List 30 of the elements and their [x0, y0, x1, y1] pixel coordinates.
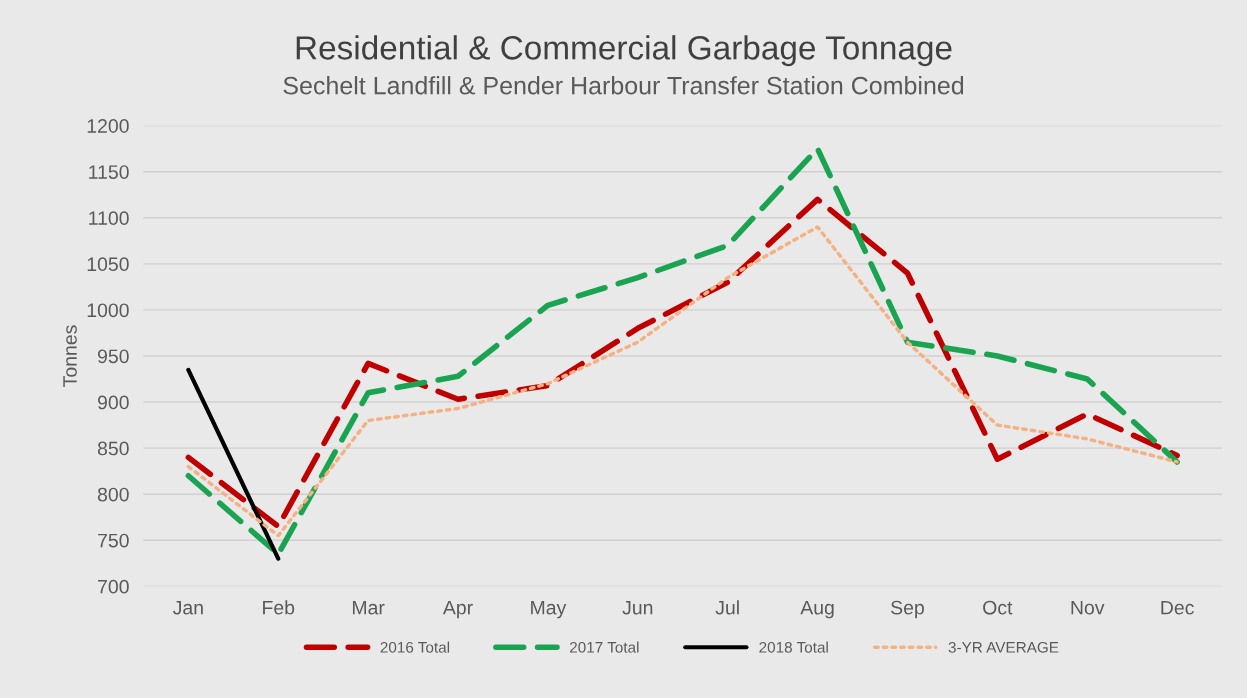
- x-tick-label: Jul: [715, 600, 739, 615]
- y-tick-label: 900: [97, 395, 129, 410]
- chart-subtitle: Sechelt Landfill & Pender Harbour Transfer Station Combined: [283, 76, 964, 95]
- x-tick-label: Jun: [622, 600, 653, 615]
- x-tick-label: Oct: [983, 600, 1013, 615]
- y-tick-label: 1150: [89, 165, 129, 179]
- y-tick-label: 850: [97, 441, 129, 456]
- y-tick-label: 800: [97, 487, 129, 502]
- y-tick-label: 700: [98, 579, 129, 594]
- y-tick-label: 1050: [87, 257, 129, 272]
- x-tick-label: Dec: [1161, 600, 1194, 615]
- y-axis-title: Tonnes: [63, 325, 77, 387]
- y-tick-label: 750: [98, 533, 129, 548]
- y-tick-label: 1200: [87, 119, 129, 133]
- y-tick-label: 950: [97, 349, 129, 364]
- x-tick-label: Nov: [1071, 600, 1105, 615]
- y-tick-label: 1000: [87, 303, 129, 318]
- x-tick-label: Jan: [172, 600, 203, 615]
- legend-label: 2016 Total: [380, 641, 450, 653]
- x-tick-label: Mar: [352, 600, 385, 615]
- x-tick-label: Apr: [442, 600, 473, 619]
- x-tick-label: May: [531, 600, 567, 619]
- x-tick-label: Aug: [800, 600, 834, 619]
- x-tick-label: Sep: [891, 600, 924, 619]
- legend-label: 3-YR AVERAGE: [948, 641, 1059, 653]
- legend-label: 2018 Total: [759, 641, 828, 653]
- y-tick-label: 1100: [89, 211, 129, 226]
- chart-title: Residential & Commercial Garbage Tonnage: [296, 35, 952, 67]
- legend-label: 2017 Total: [570, 641, 639, 653]
- x-tick-label: Feb: [263, 600, 295, 615]
